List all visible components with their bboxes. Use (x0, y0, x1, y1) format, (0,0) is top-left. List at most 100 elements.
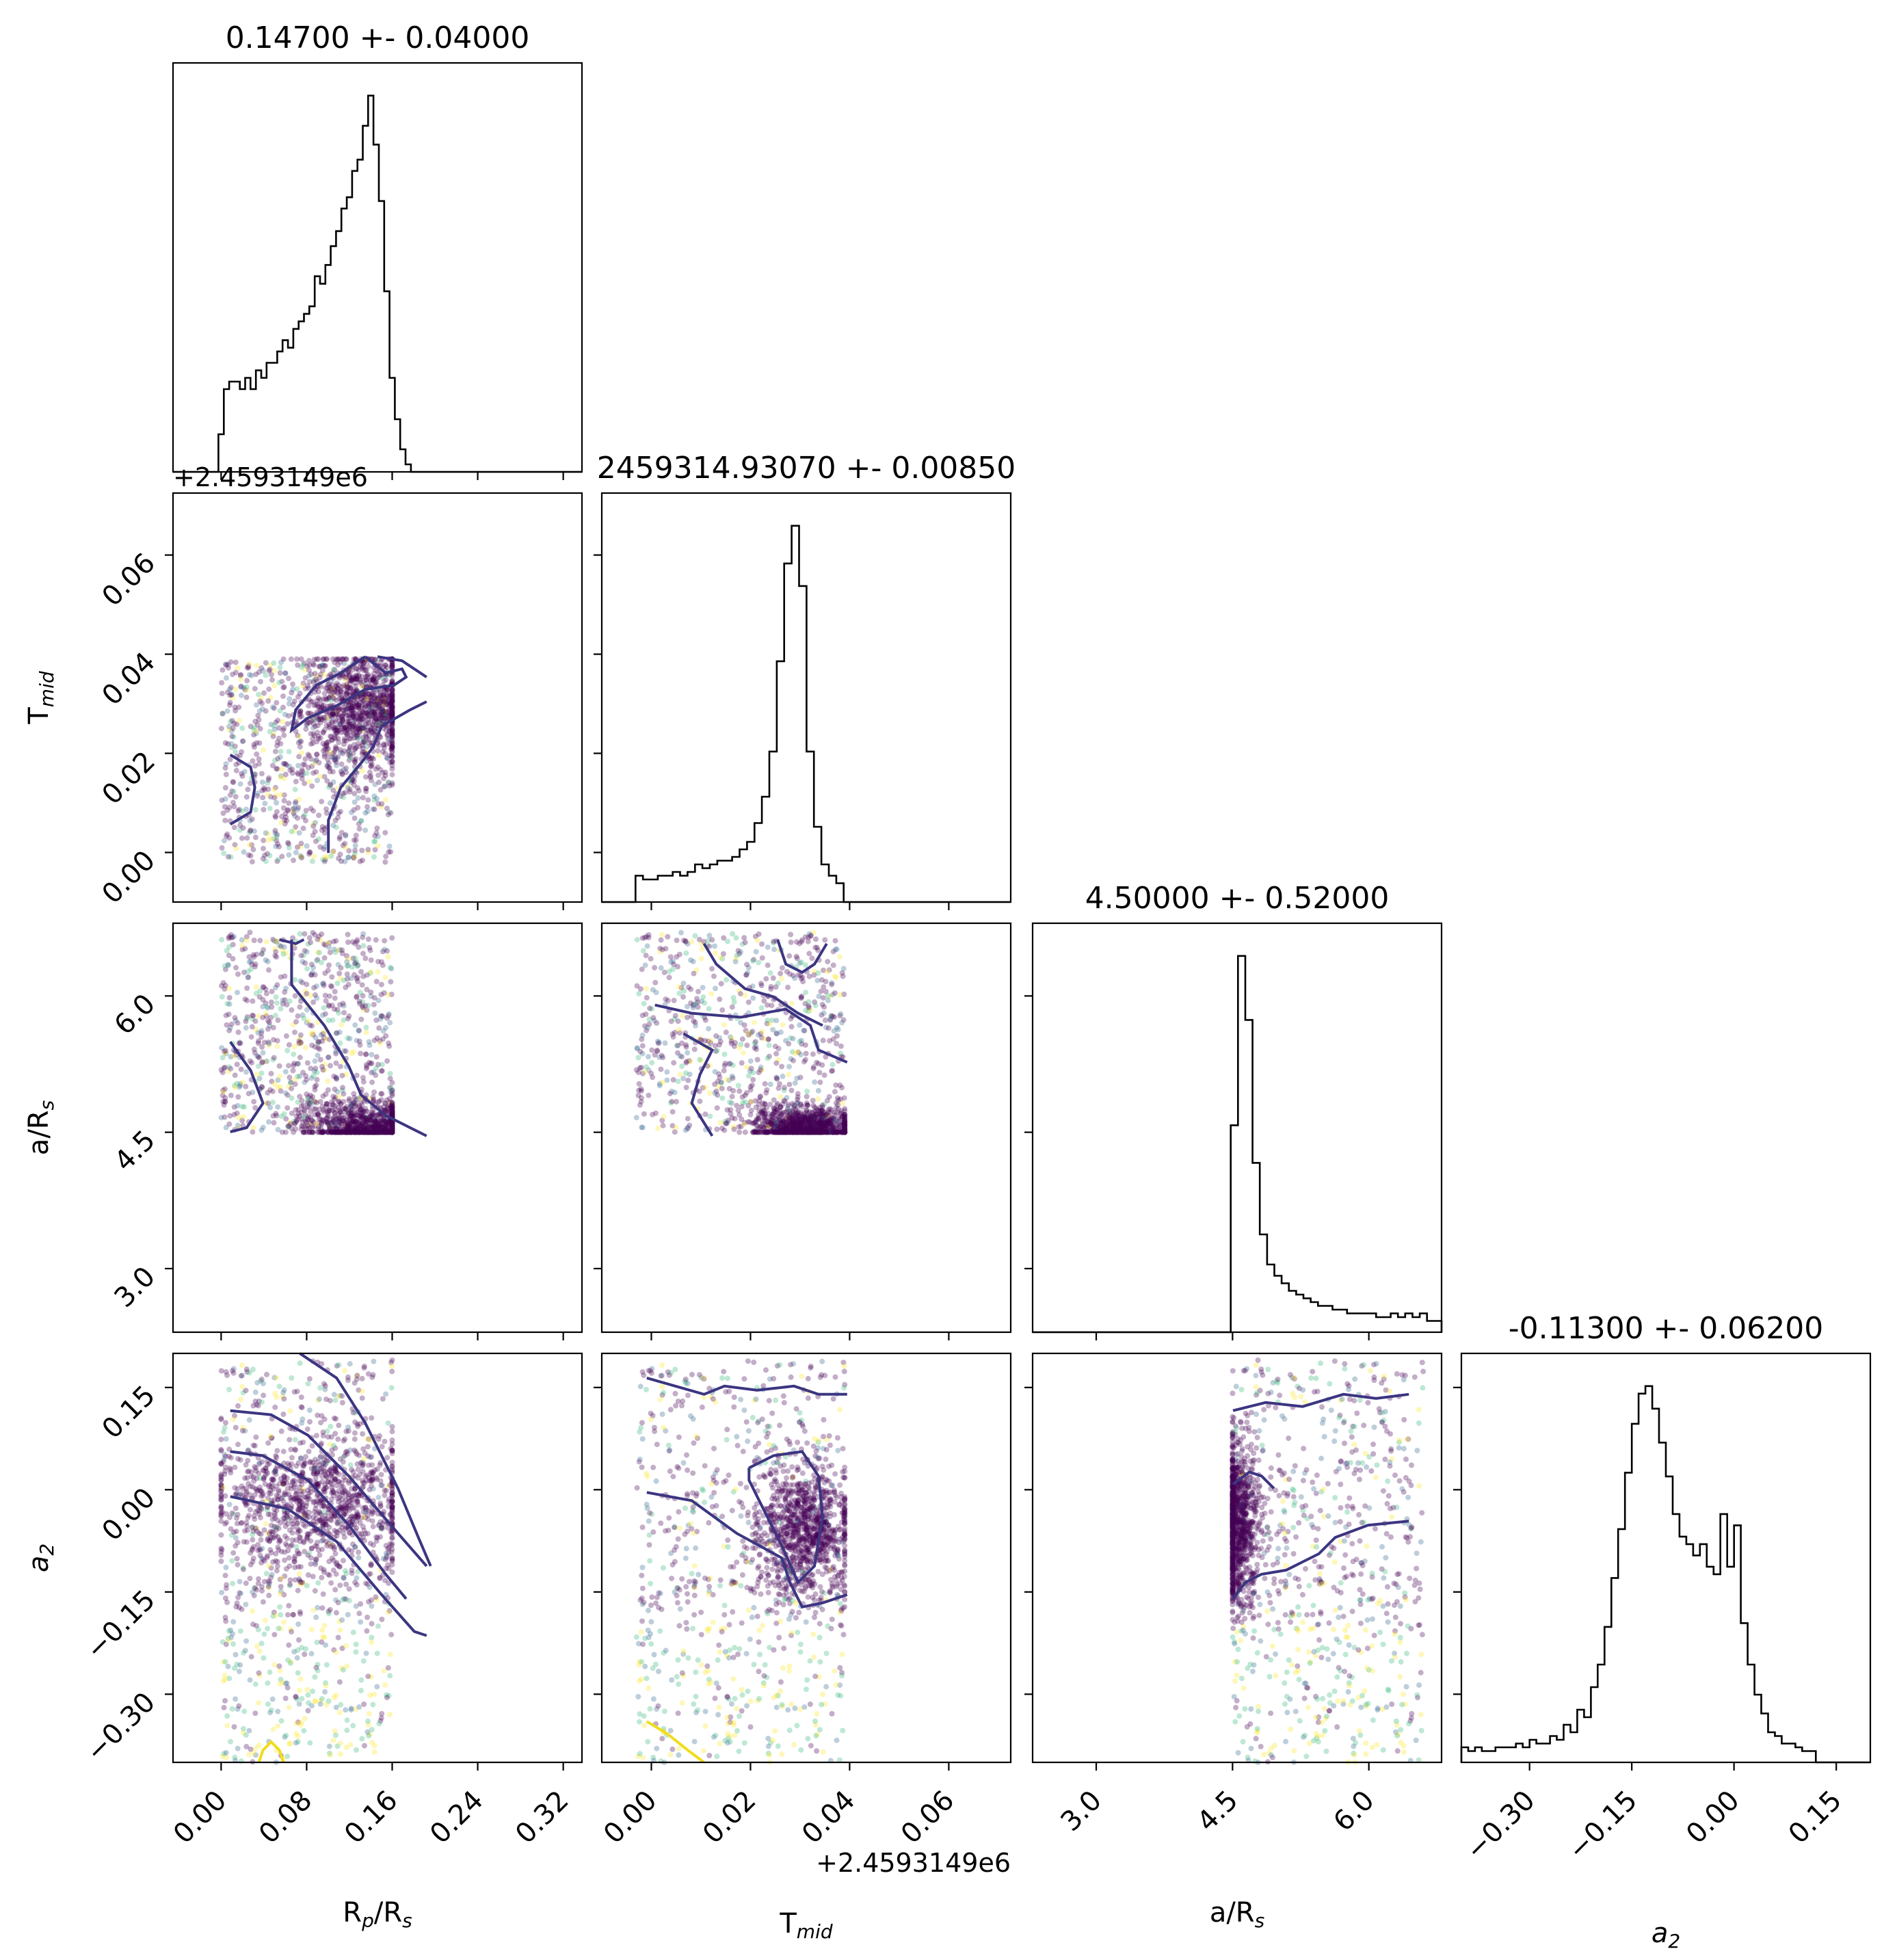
scatter-point (741, 935, 747, 941)
scatter-point (833, 975, 839, 981)
scatter-point (277, 665, 283, 671)
scatter-point (280, 685, 287, 691)
scatter-point (737, 1112, 743, 1118)
scatter-point (747, 1058, 754, 1064)
scatter-point (336, 727, 343, 733)
scatter-point (655, 1040, 661, 1046)
scatter-point (370, 676, 375, 683)
scatter-point (342, 1124, 348, 1129)
scatter-point (363, 1062, 369, 1068)
scatter-point (261, 690, 267, 696)
scatter-point (375, 764, 381, 770)
scatter-point (256, 708, 263, 714)
scatter-point (691, 1046, 698, 1052)
scatter-point (306, 851, 312, 857)
scatter-point (295, 694, 301, 700)
scatter-point (745, 970, 751, 976)
scatter-point (351, 742, 357, 747)
scatter-point (830, 1061, 836, 1068)
scatter-point (237, 781, 243, 787)
scatter-point (300, 1070, 306, 1076)
scatter-point (797, 940, 803, 946)
scatter-point (321, 844, 328, 850)
scatter-point (336, 718, 343, 724)
scatter-point (671, 962, 677, 968)
scatter-point (359, 674, 365, 680)
scatter-point (359, 847, 365, 853)
scatter-point (384, 708, 390, 714)
scatter-point (760, 1104, 766, 1111)
scatter-point (265, 1026, 271, 1032)
scatter-point (229, 717, 235, 724)
scatter-point (341, 724, 347, 730)
scatter-point (297, 744, 303, 750)
scatter-point (297, 1055, 303, 1061)
scatter-point (334, 1030, 340, 1036)
scatter-point (830, 962, 836, 968)
scatter-point (326, 765, 332, 771)
scatter-point (303, 817, 308, 823)
scatter-point (364, 713, 371, 719)
scatter-point (317, 735, 323, 741)
scatter-point (332, 1006, 337, 1012)
scatter-point (351, 724, 357, 730)
scatter-point (337, 747, 343, 753)
scatter-point (669, 966, 676, 972)
scatter-point (330, 822, 336, 828)
scatter-point (270, 733, 276, 739)
scatter-point (764, 1129, 770, 1135)
scatter-point (335, 735, 341, 741)
scatter-point (345, 732, 351, 739)
scatter-point (281, 1111, 287, 1117)
scatter-point (241, 685, 247, 691)
scatter-point (673, 1124, 679, 1130)
scatter-point (317, 773, 323, 780)
scatter-point (260, 795, 266, 801)
scatter-point (693, 1022, 699, 1029)
scatter-point (389, 713, 395, 719)
scatter-point (310, 731, 317, 737)
scatter-point (329, 737, 335, 743)
scatter-point (349, 777, 356, 782)
scatter-point (375, 801, 382, 807)
scatter-point (663, 996, 669, 1003)
scatter-point (346, 677, 352, 683)
scatter-point (277, 670, 283, 676)
scatter-point (389, 734, 395, 740)
scatter-point (806, 1115, 812, 1122)
scatter-point (368, 990, 374, 995)
scatter-point (647, 1005, 653, 1011)
scatter-point (272, 748, 278, 754)
scatter-point (387, 728, 393, 734)
scatter-point (274, 743, 280, 749)
scatter-point (247, 842, 252, 848)
scatter-point (386, 783, 393, 789)
scatter-point (836, 954, 843, 960)
scatter-point (315, 1039, 321, 1045)
scatter-point (353, 683, 358, 689)
scatter-point (280, 997, 286, 1003)
scatter-point (719, 1085, 725, 1091)
scatter-point (389, 663, 395, 670)
scatter-point (821, 1072, 827, 1078)
scatter-point (388, 979, 394, 985)
scatter-point (260, 1059, 265, 1065)
scatter-point (309, 698, 315, 704)
scatter-point (375, 968, 381, 975)
scatter-point (389, 687, 395, 693)
scatter-point (383, 728, 389, 734)
scatter-point (250, 758, 256, 764)
scatter-point (351, 1049, 356, 1055)
scatter-point (330, 693, 336, 699)
scatter-point (344, 690, 350, 696)
scatter-point (239, 739, 246, 745)
scatter-point (349, 704, 356, 711)
scatter-point (797, 1022, 803, 1028)
scatter-point (788, 931, 794, 938)
scatter-point (295, 1013, 301, 1019)
scatter-point (300, 683, 306, 689)
scatter-point (688, 986, 694, 992)
scatter-point (359, 717, 365, 723)
scatter-point (323, 743, 330, 750)
scatter-point (643, 953, 649, 959)
